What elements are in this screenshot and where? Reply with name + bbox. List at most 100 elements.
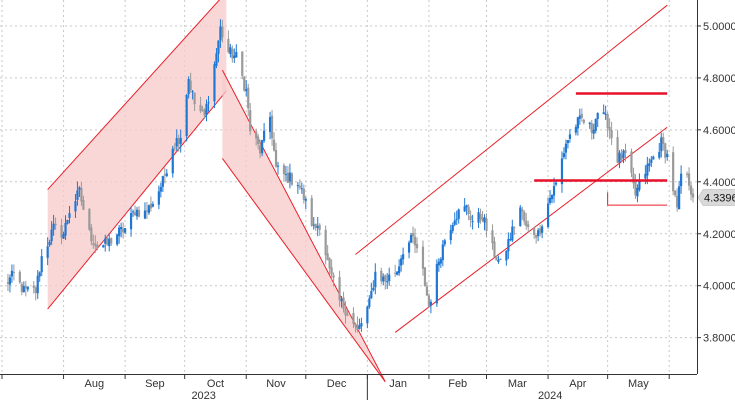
y-axis-ticks: 3.8000 4.0000 4.2000 4.4000 4.6000 4.8000 5.00… bbox=[697, 21, 735, 345]
candle-body bbox=[455, 219, 458, 221]
candle-body bbox=[88, 209, 91, 230]
candle-body bbox=[662, 137, 665, 144]
candle-body bbox=[602, 112, 605, 115]
candle-body bbox=[173, 147, 176, 149]
candle-body bbox=[384, 275, 387, 282]
candle-body bbox=[346, 314, 349, 316]
candle-body bbox=[282, 165, 286, 175]
candle-body bbox=[272, 139, 276, 151]
candle-body bbox=[116, 234, 119, 245]
candle-body bbox=[554, 182, 558, 185]
candle-body bbox=[441, 244, 444, 261]
candle-body bbox=[366, 306, 369, 324]
candle-body bbox=[407, 242, 411, 253]
candle-body bbox=[78, 187, 81, 190]
candle-body bbox=[533, 227, 536, 235]
candle-body bbox=[6, 282, 10, 284]
last-value-badge-bg bbox=[697, 189, 735, 206]
candle-body bbox=[689, 185, 693, 195]
candle-body bbox=[34, 287, 37, 293]
candle-body bbox=[94, 244, 97, 246]
candle-body bbox=[590, 123, 593, 133]
candle-body bbox=[233, 55, 236, 59]
candle-body bbox=[151, 204, 155, 207]
candle-body bbox=[409, 234, 413, 243]
candle-body bbox=[425, 286, 429, 296]
candle-body bbox=[255, 131, 258, 139]
candle-body bbox=[120, 227, 123, 230]
y-tick-label: 4.0000 bbox=[703, 281, 735, 293]
candle-body bbox=[298, 185, 301, 188]
candle-body bbox=[36, 275, 39, 294]
candle-body bbox=[110, 238, 113, 244]
candle-body bbox=[477, 212, 480, 223]
candle-body bbox=[564, 143, 568, 153]
candle-body bbox=[215, 53, 218, 66]
candle-body bbox=[562, 153, 566, 158]
candle-body bbox=[582, 119, 585, 123]
candle-body bbox=[483, 217, 486, 223]
candle-body bbox=[129, 213, 133, 230]
candle-body bbox=[131, 211, 135, 213]
candle-body bbox=[108, 238, 111, 247]
candles bbox=[6, 19, 695, 333]
candle-body bbox=[398, 266, 401, 274]
candle-body bbox=[499, 258, 502, 260]
candle-body bbox=[435, 264, 438, 304]
candle-body bbox=[199, 104, 202, 112]
candle-body bbox=[38, 272, 41, 277]
candle-body bbox=[652, 156, 655, 160]
x-tick-label: Dec bbox=[327, 378, 347, 390]
candle-body bbox=[443, 240, 446, 245]
candle-body bbox=[249, 110, 252, 132]
candle-body bbox=[507, 239, 510, 252]
candle-body bbox=[437, 261, 440, 266]
candle-body bbox=[189, 80, 192, 91]
candle-body bbox=[449, 230, 452, 241]
x-axis-ticks: Aug Sep Oct Nov Dec Jan Feb Mar Apr May 2023 2024 bbox=[1, 374, 670, 400]
y-tick-label: 4.8000 bbox=[703, 73, 735, 85]
candle-body bbox=[26, 286, 29, 290]
candle-body bbox=[133, 212, 137, 216]
candle-body bbox=[90, 227, 93, 242]
candle-body bbox=[519, 207, 522, 227]
candle-body bbox=[644, 173, 647, 179]
candle-body bbox=[513, 227, 516, 229]
candle-body bbox=[467, 207, 470, 214]
candle-body bbox=[338, 277, 341, 301]
candle-body bbox=[578, 115, 581, 119]
candle-body bbox=[451, 225, 454, 231]
channel-upper-line bbox=[355, 4, 668, 255]
candle-body bbox=[360, 323, 363, 327]
candle-body bbox=[666, 153, 669, 157]
candle-body bbox=[676, 195, 679, 208]
candle-body bbox=[163, 174, 166, 176]
y-tick-label: 4.4000 bbox=[703, 177, 735, 189]
candle-body bbox=[8, 277, 12, 285]
candle-body bbox=[302, 188, 305, 200]
candle-body bbox=[372, 287, 375, 291]
candle-body bbox=[566, 140, 570, 143]
candle-body bbox=[261, 140, 264, 154]
candle-body bbox=[608, 127, 611, 131]
candle-body bbox=[394, 272, 397, 274]
candle-body bbox=[296, 185, 299, 187]
candle-body bbox=[400, 258, 403, 266]
candle-body bbox=[241, 51, 244, 76]
candle-body bbox=[411, 233, 415, 237]
candle-body bbox=[527, 224, 530, 228]
candle-body bbox=[274, 149, 278, 167]
candle-body bbox=[22, 285, 25, 293]
candle-body bbox=[217, 40, 220, 54]
candle-body bbox=[20, 284, 23, 293]
candle-body bbox=[521, 209, 524, 212]
candle-body bbox=[616, 137, 619, 163]
candle-body bbox=[62, 234, 65, 239]
y-tick-label: 3.8000 bbox=[703, 333, 735, 345]
candle-body bbox=[74, 201, 77, 212]
candle-body bbox=[576, 117, 579, 129]
candle-body bbox=[672, 152, 675, 192]
candle-body bbox=[396, 271, 399, 275]
candle-body bbox=[421, 246, 425, 269]
